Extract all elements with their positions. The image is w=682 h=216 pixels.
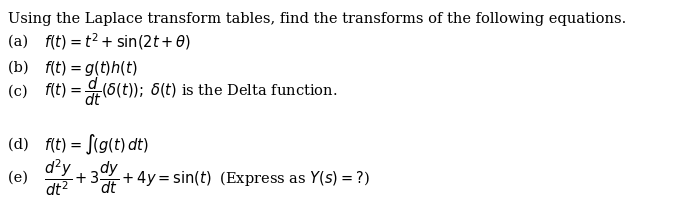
Text: $f(t) = t^2 + \sin(2t + \theta)$: $f(t) = t^2 + \sin(2t + \theta)$ xyxy=(44,32,191,52)
Text: (e): (e) xyxy=(8,171,33,185)
Text: $f(t) = \dfrac{d}{dt}(\delta(t));\; \delta(t)$ is the Delta function.: $f(t) = \dfrac{d}{dt}(\delta(t));\; \del… xyxy=(44,76,338,108)
Text: Using the Laplace transform tables, find the transforms of the following equatio: Using the Laplace transform tables, find… xyxy=(8,12,626,26)
Text: (d): (d) xyxy=(8,138,33,152)
Text: (c): (c) xyxy=(8,85,32,99)
Text: $f(t) = \int\!(g(t)\,dt)$: $f(t) = \int\!(g(t)\,dt)$ xyxy=(44,133,149,157)
Text: $f(t) = g(t)h(t)$: $f(t) = g(t)h(t)$ xyxy=(44,59,138,78)
Text: (b): (b) xyxy=(8,61,33,75)
Text: (a): (a) xyxy=(8,35,33,49)
Text: $\dfrac{d^2y}{dt^2} + 3\dfrac{dy}{dt} + 4y = \sin(t)\;$ (Express as $Y(s) =?$): $\dfrac{d^2y}{dt^2} + 3\dfrac{dy}{dt} + … xyxy=(44,157,370,199)
